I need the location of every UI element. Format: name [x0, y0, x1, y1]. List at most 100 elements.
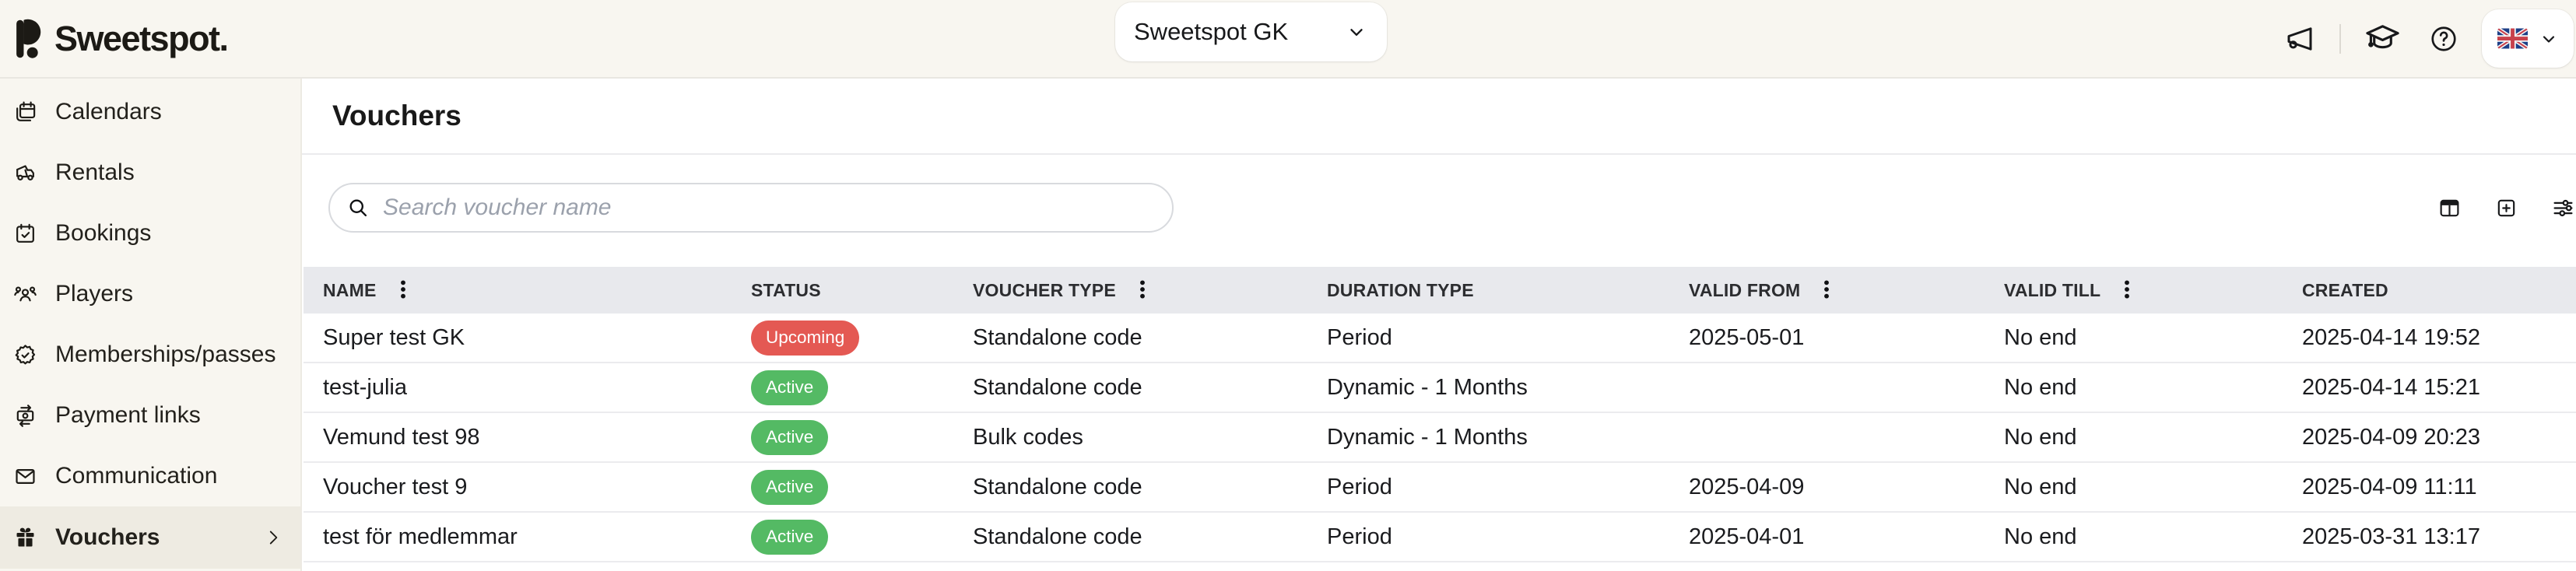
- column-label: VALID TILL: [2004, 279, 2101, 300]
- brand-mark-icon: [16, 19, 41, 58]
- cell-duration-type: Period: [1327, 524, 1392, 549]
- cell-status: Active: [751, 413, 973, 461]
- players-icon: [13, 282, 37, 307]
- column-header-status[interactable]: STATUS: [751, 280, 973, 301]
- table-row[interactable]: test för medlemmar Active Standalone code P…: [304, 513, 2576, 562]
- status-badge: Active: [751, 370, 829, 405]
- column-label: CREATED: [2302, 279, 2388, 300]
- cell-status: Active: [751, 363, 973, 412]
- help-button[interactable]: [2429, 24, 2458, 54]
- sidebar-item-communication[interactable]: Communication: [0, 446, 300, 506]
- sidebar-item-calendars[interactable]: Calendars: [0, 82, 300, 142]
- cell-voucher-type: Standalone code: [973, 474, 1142, 499]
- table-body: Super test GK Upcoming Standalone code Peri…: [304, 314, 2576, 562]
- cell-voucher-type: Standalone code: [973, 374, 1142, 400]
- cell-valid-till: No end: [2004, 374, 2077, 400]
- column-menu-button[interactable]: [1816, 278, 1837, 303]
- sidebar-item-memberships-passes[interactable]: Memberships/passes: [0, 324, 300, 385]
- column-label: NAME: [323, 279, 377, 300]
- table-row[interactable]: Vemund test 98 Active Bulk codes Dynamic - …: [304, 413, 2576, 463]
- cell-valid-from: 2025-05-01: [1689, 324, 1805, 350]
- table-row[interactable]: Voucher test 9 Active Standalone code Perio…: [304, 463, 2576, 513]
- calendar-check-icon: [13, 222, 37, 246]
- club-selector[interactable]: Sweetspot GK: [1115, 2, 1387, 61]
- cell-name: test för medlemmar: [323, 524, 518, 549]
- cell-name: Voucher test 9: [323, 474, 468, 499]
- sidebar-item-bookings[interactable]: Bookings: [0, 203, 300, 264]
- topbar-actions: [2283, 0, 2576, 77]
- cell-valid-till: No end: [2004, 474, 2077, 499]
- mail-icon: [13, 464, 37, 489]
- column-header-valid_till[interactable]: VALID TILL: [2004, 278, 2302, 303]
- cell-valid-from: 2025-04-01: [1689, 524, 1805, 549]
- page-header: Vouchers: [302, 79, 2576, 155]
- sidebar: Calendars Rentals Bookings Players Membershi…: [0, 79, 302, 571]
- column-header-created[interactable]: CREATED: [2302, 280, 2576, 301]
- search-icon: [347, 197, 369, 219]
- kebab-icon: [2116, 278, 2138, 303]
- topbar: Sweetspot. Sweetspot GK: [0, 0, 2576, 79]
- main-content: Vouchers: [302, 79, 2576, 571]
- sidebar-item-label: Communication: [55, 463, 218, 489]
- chevron-down-icon: [2543, 35, 2555, 43]
- column-header-valid_from[interactable]: VALID FROM: [1689, 278, 2004, 303]
- academy-button[interactable]: [2364, 20, 2401, 57]
- kebab-icon: [392, 278, 414, 303]
- column-menu-button[interactable]: [2116, 278, 2138, 303]
- search-input[interactable]: [383, 184, 1172, 231]
- cell-valid-from: [1689, 363, 2004, 412]
- cell-valid-till: No end: [2004, 324, 2077, 350]
- sidebar-item-label: Calendars: [55, 99, 162, 124]
- cell-duration-type: Period: [1327, 324, 1392, 350]
- cell-valid-till: No end: [2004, 524, 2077, 549]
- column-label: STATUS: [751, 279, 821, 300]
- sidebar-item-payment-links[interactable]: Payment links: [0, 385, 300, 446]
- calendars-icon: [13, 100, 37, 124]
- status-badge: Active: [751, 469, 829, 505]
- kebab-icon: [1132, 278, 1153, 303]
- sidebar-item-label: Rentals: [55, 159, 135, 185]
- announcements-button[interactable]: [2283, 23, 2316, 55]
- cell-duration-type: Dynamic - 1 Months: [1327, 424, 1528, 450]
- sidebar-item-label: Vouchers: [55, 524, 160, 550]
- column-visibility-button[interactable]: [2438, 197, 2461, 219]
- graduation-cap-icon: [2366, 25, 2399, 49]
- sidebar-item-label: Players: [55, 281, 134, 307]
- status-badge: Active: [751, 419, 829, 455]
- cell-valid-till: No end: [2004, 424, 2077, 450]
- chevron-down-icon: [1350, 29, 1363, 36]
- chevron-right-icon: [263, 527, 283, 548]
- cell-created: 2025-04-14 15:21: [2302, 374, 2480, 400]
- add-square-icon: [2497, 199, 2515, 217]
- sidebar-item-players[interactable]: Players: [0, 264, 300, 324]
- column-header-voucher_type[interactable]: VOUCHER TYPE: [973, 278, 1327, 303]
- column-header-duration_type[interactable]: DURATION TYPE: [1327, 280, 1689, 301]
- status-badge: Active: [751, 519, 829, 555]
- column-menu-button[interactable]: [392, 278, 414, 303]
- topbar-divider: [2339, 23, 2341, 54]
- cell-valid-from: 2025-04-09: [1689, 474, 1805, 499]
- cell-name: Super test GK: [323, 324, 465, 350]
- table-row[interactable]: test-julia Active Standalone code Dynamic -…: [304, 363, 2576, 413]
- language-selector[interactable]: [2482, 9, 2574, 68]
- column-header-name[interactable]: NAME: [304, 278, 751, 303]
- add-voucher-button[interactable]: [2495, 197, 2518, 219]
- column-label: VOUCHER TYPE: [973, 279, 1116, 300]
- column-label: VALID FROM: [1689, 279, 1801, 300]
- cell-voucher-type: Standalone code: [973, 524, 1142, 549]
- cell-status: Active: [751, 463, 973, 511]
- filters-button[interactable]: [2552, 197, 2574, 219]
- sidebar-item-vouchers[interactable]: Vouchers: [0, 506, 300, 569]
- membership-badge-icon: [13, 343, 37, 367]
- sidebar-item-label: Memberships/passes: [55, 342, 276, 367]
- column-menu-button[interactable]: [1132, 278, 1153, 303]
- cell-name: Vemund test 98: [323, 424, 480, 450]
- kebab-icon: [1816, 278, 1837, 303]
- cell-status: Active: [751, 513, 973, 561]
- table-row[interactable]: Super test GK Upcoming Standalone code Peri…: [304, 314, 2576, 363]
- sidebar-item-rentals[interactable]: Rentals: [0, 142, 300, 203]
- sidebar-item-label: Payment links: [55, 402, 201, 428]
- club-selector-value: Sweetspot GK: [1134, 18, 1289, 45]
- cell-duration-type: Period: [1327, 474, 1392, 499]
